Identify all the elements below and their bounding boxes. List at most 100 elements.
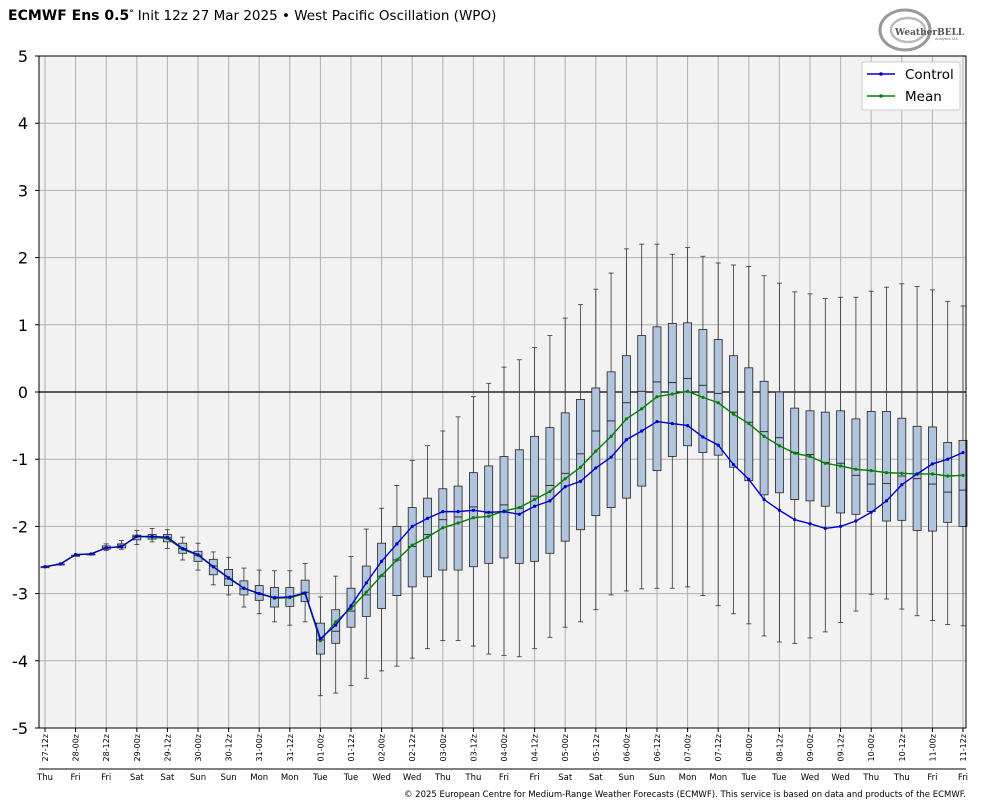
series-mean-point xyxy=(823,461,827,465)
x-tick-label: 29-12z xyxy=(163,734,172,761)
x-tick-label: 11-12z xyxy=(959,734,968,761)
series-control-point xyxy=(517,512,521,516)
series-mean-point xyxy=(747,421,751,426)
x-tick-label: 10-12z xyxy=(898,734,907,761)
series-control-point xyxy=(578,479,583,483)
box xyxy=(775,391,784,494)
series-control-point xyxy=(624,438,629,442)
series-control-point xyxy=(655,419,659,424)
series-control-point xyxy=(349,604,353,608)
x-tick-label: 09-12z xyxy=(837,734,846,761)
box xyxy=(820,411,830,507)
series-control-point xyxy=(364,581,368,585)
x-tick-label: 07-12z xyxy=(714,734,723,761)
series-mean-point xyxy=(854,467,858,471)
box xyxy=(698,329,708,453)
series-mean-point xyxy=(380,573,384,578)
series-control-point xyxy=(425,516,430,520)
weatherbell-logo: WeatherBELL Analytics LLC xyxy=(878,8,965,52)
series-control-point xyxy=(487,510,491,514)
box xyxy=(576,398,585,531)
series-control-point xyxy=(456,510,460,514)
series-control-point xyxy=(211,565,215,569)
series-mean-point xyxy=(793,451,797,455)
series-control-point xyxy=(303,591,307,595)
x-tick-label: 08-00z xyxy=(745,734,754,761)
series-control-point xyxy=(716,443,720,447)
box xyxy=(928,426,937,532)
legend: Control Mean xyxy=(861,61,961,111)
series-control-point xyxy=(135,534,139,539)
x-day-label: Wed xyxy=(801,773,820,783)
legend-control-marker xyxy=(879,72,883,76)
series-control-point xyxy=(762,497,766,502)
series-control-point xyxy=(839,524,843,529)
x-day-label: Thu xyxy=(893,773,910,783)
chart-title: ECMWF Ens 0.5° Init 12z 27 Mar 2025 • Wes… xyxy=(8,8,496,24)
series-control-point xyxy=(288,595,292,599)
box xyxy=(453,485,463,571)
copyright-footer: © 2025 European Centre for Medium-Range … xyxy=(404,790,966,800)
series-control-point xyxy=(609,455,613,459)
y-tick-label: 2 xyxy=(18,249,28,268)
x-day-label: Thu xyxy=(434,773,451,783)
series-control-point xyxy=(441,510,445,514)
series-control-point xyxy=(196,553,200,557)
box xyxy=(652,326,662,472)
series-control-point xyxy=(670,421,674,426)
y-tick-label: -1 xyxy=(12,450,28,469)
y-tick-label: 4 xyxy=(18,114,28,133)
series-lines xyxy=(43,389,965,643)
x-day-label: Sat xyxy=(130,773,145,783)
x-day-label: Sun xyxy=(649,773,665,783)
box xyxy=(622,355,631,499)
series-mean-point xyxy=(517,505,521,510)
box xyxy=(468,472,478,568)
series-control-point xyxy=(181,546,185,551)
series-control-point xyxy=(410,524,414,529)
x-tick-label: 03-12z xyxy=(469,734,478,761)
x-tick-label: 11-00z xyxy=(928,734,937,761)
x-axis: 27-12z Thu 28-00z Fri 28-12z Fri 29-00z Sat 29-1… xyxy=(36,728,968,783)
series-control-point xyxy=(823,526,827,531)
series-control-point xyxy=(272,596,277,600)
x-day-label: Mon xyxy=(250,773,268,783)
series-mean-point xyxy=(839,464,843,468)
series-mean-point xyxy=(410,543,414,547)
box xyxy=(943,441,953,523)
series-mean-point xyxy=(334,620,338,624)
series-control-point xyxy=(701,435,705,439)
x-tick-label: 06-00z xyxy=(622,734,631,761)
x-day-label: Fri xyxy=(101,773,111,783)
y-tick-label: 5 xyxy=(18,47,28,66)
x-tick-label: 31-00z xyxy=(255,734,264,761)
series-mean-point xyxy=(900,471,904,475)
y-tick-label: -3 xyxy=(12,585,28,604)
x-tick-label: 04-00z xyxy=(500,734,509,761)
box xyxy=(300,579,310,603)
series-control-point xyxy=(318,637,322,641)
series-control-point xyxy=(89,552,93,556)
x-day-label: Fri xyxy=(927,773,937,783)
x-tick-label: 02-00z xyxy=(378,734,387,761)
series-mean-point xyxy=(701,395,705,399)
series-mean-point xyxy=(609,434,613,438)
box xyxy=(897,417,907,521)
x-tick-label: 08-12z xyxy=(775,734,784,761)
box xyxy=(499,456,509,559)
series-mean-point xyxy=(777,444,782,448)
series-control-point xyxy=(119,544,124,549)
box xyxy=(713,339,723,456)
x-day-label: Wed xyxy=(372,773,391,783)
series-mean-point xyxy=(716,401,720,405)
box xyxy=(667,323,677,457)
logo-subtext: Analytics LLC xyxy=(935,37,959,41)
series-mean-point xyxy=(563,477,567,481)
series-control-point xyxy=(793,518,797,522)
x-tick-label: 31-12z xyxy=(286,734,295,761)
logo-text: WeatherBELL xyxy=(894,28,965,38)
series-mean-point xyxy=(487,514,491,518)
series-control-point xyxy=(395,542,399,546)
y-tick-label: -5 xyxy=(12,719,28,738)
logo-swirl-inner xyxy=(889,16,927,44)
